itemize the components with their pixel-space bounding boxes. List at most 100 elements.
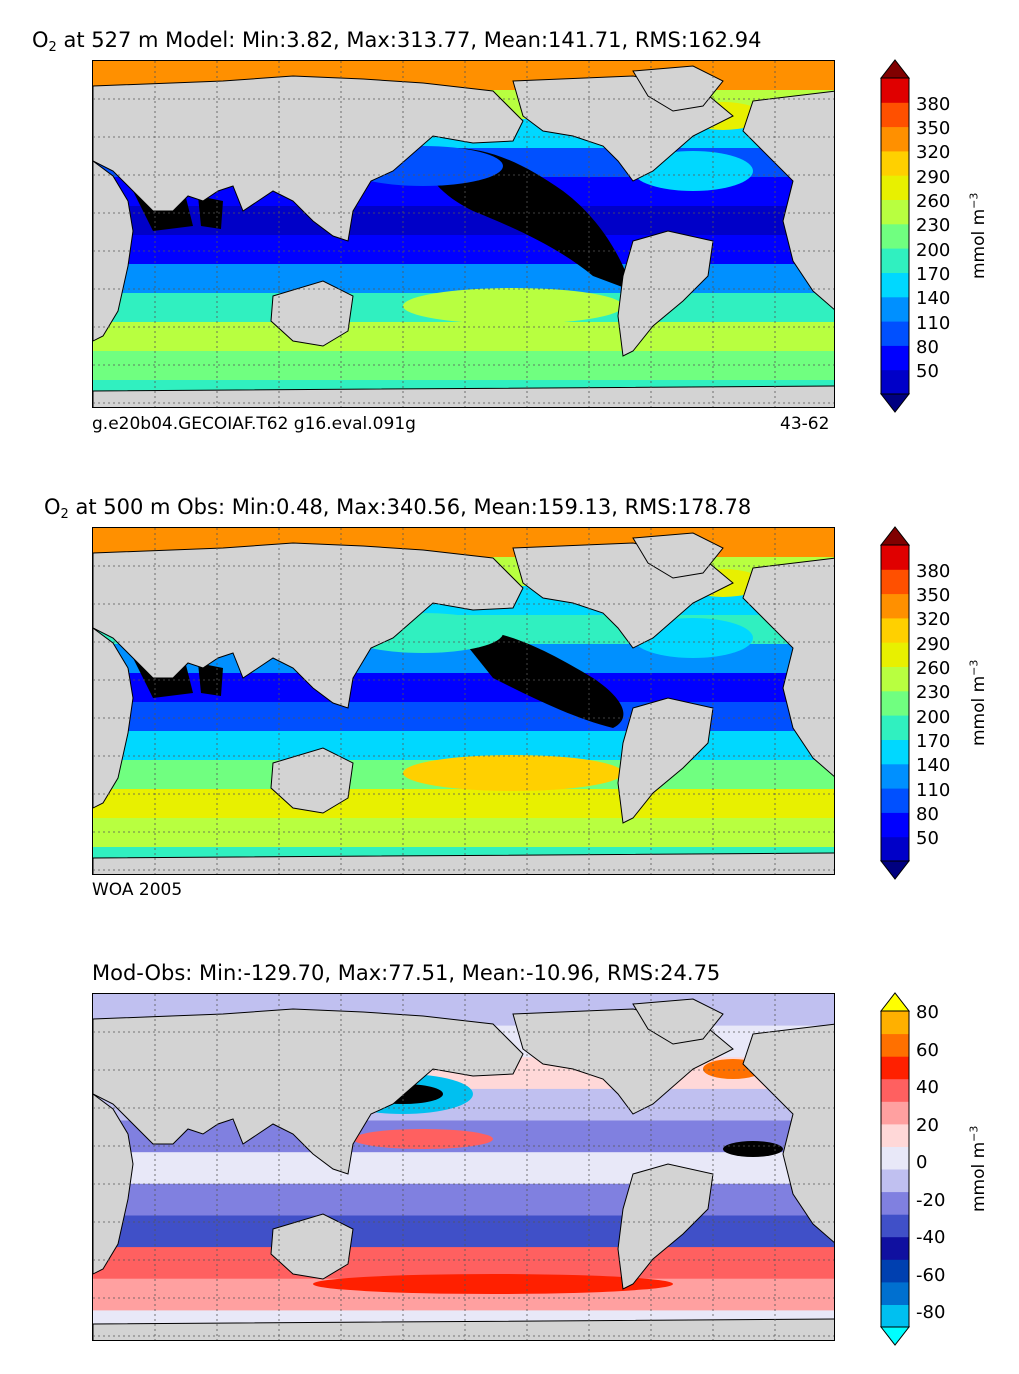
colorbar-swatch [881, 175, 909, 200]
colorbar-tick-label: 200 [916, 239, 951, 261]
colorbar-extend-min [879, 1326, 911, 1346]
colorbar-tick-label: 290 [916, 633, 951, 655]
colorbar-tick-label: 140 [916, 755, 951, 777]
landmass-antarctica [93, 385, 834, 407]
map-plot-area [93, 61, 834, 407]
colorbar-extend-min [879, 393, 911, 413]
colorbar-tick-label: 50 [916, 361, 939, 383]
ocean-band [93, 235, 834, 265]
colorbar-swatch [881, 1123, 909, 1147]
colorbar-swatch [881, 812, 909, 838]
landmass-australia [270, 280, 354, 347]
colorbar-tick-label: 50 [916, 828, 939, 850]
colorbar-swatch [881, 1146, 909, 1170]
landmass-greenland [632, 998, 724, 1045]
colorbar-swatch [881, 1259, 909, 1283]
title-text: at 527 m Model: Min:3.82, Max:313.77, Me… [56, 28, 762, 52]
colorbar-swatch [881, 78, 909, 103]
colorbar-unit-exp: −3 [967, 192, 981, 209]
oxygen-minimum-zone-pacific [423, 147, 633, 291]
colorbar-svg [879, 992, 911, 1346]
ocean-band [93, 789, 834, 819]
colorbar-obs [879, 526, 911, 880]
ocean-band [93, 731, 834, 761]
caption-left-obs: WOA 2005 [92, 880, 183, 900]
colorbar-swatch [881, 296, 909, 322]
landmass-eurasia [93, 1008, 524, 1175]
panel-title-diff: Mod-Obs: Min:-129.70, Max:77.51, Mean:-1… [92, 963, 720, 984]
title-text: at 500 m Obs: Min:0.48, Max:340.56, Mean… [68, 495, 752, 519]
equatorial-pacific-positive [353, 1129, 493, 1149]
colorbar-extend-min [879, 860, 911, 880]
colorbar-swatch [881, 1056, 909, 1080]
caption-left-model: g.e20b04.GECOIAF.T62 g16.eval.091g [92, 414, 416, 434]
colorbar-tick-label: -20 [916, 1189, 946, 1211]
colorbar-tick-label: 40 [916, 1077, 939, 1098]
colorbar-tick-label: 350 [916, 118, 951, 139]
colorbar-border [880, 1010, 910, 1328]
colorbar-swatch [881, 1191, 909, 1215]
colorbar-tick-label: 0 [916, 1152, 928, 1174]
colorbar-swatch [881, 593, 909, 619]
colorbar-swatch [881, 1033, 909, 1057]
colorbar-diff [879, 992, 911, 1346]
colorbar-tick-label: 80 [916, 1002, 939, 1023]
colorbar-tick-label: 260 [916, 658, 951, 679]
south-pacific-high [403, 288, 623, 324]
colorbar-extend-max [879, 992, 911, 1012]
landmass-greenland [632, 65, 724, 112]
ocean-band [93, 1152, 834, 1185]
map-model [92, 60, 835, 408]
colorbar-swatch [881, 569, 909, 595]
map-plot-area [93, 528, 834, 874]
ocean-band [93, 1215, 834, 1249]
colorbar-label-model: mmol m−3 [967, 193, 989, 279]
oxygen-minimum-zone-pacific [453, 628, 624, 728]
colorbar-tick-label: -60 [916, 1264, 946, 1286]
south-pacific-high [403, 755, 623, 791]
ocean-band [93, 264, 834, 294]
colorbar-tick-label: 80 [916, 803, 939, 825]
landmass-south-america [617, 230, 714, 357]
oxygen-minimum-zone-bay-of-bengal [198, 196, 223, 229]
colorbar-swatch [881, 739, 909, 765]
title-subscript: 2 [60, 507, 69, 522]
landmass-europe-africa-east [742, 1023, 834, 1243]
ocean-band [93, 322, 834, 352]
landmass-antarctica [93, 852, 834, 874]
colorbar-swatch [881, 126, 909, 152]
colorbar-swatch [881, 715, 909, 740]
ocean-band [93, 1183, 834, 1217]
colorbar-swatch [881, 1011, 909, 1035]
colorbar-tick-label: 380 [916, 560, 951, 582]
colorbar-swatch [881, 223, 909, 249]
colorbar-tick-label: 350 [916, 585, 951, 606]
colorbar-extend-max [879, 59, 911, 79]
map-plot-area [93, 994, 834, 1340]
colorbar-border [880, 77, 910, 395]
colorbar-swatch [881, 788, 909, 813]
map-diff [92, 993, 835, 1341]
colorbar-svg [879, 59, 911, 413]
map-obs [92, 527, 835, 875]
title-species: O [44, 495, 61, 519]
colorbar-tick-label: -80 [916, 1302, 946, 1324]
colorbar-swatch [881, 102, 909, 128]
southern-ocean-positive [313, 1274, 673, 1294]
colorbar-swatch [881, 1214, 909, 1238]
landmass-eurasia [93, 75, 524, 242]
landmass-antarctica [93, 1318, 834, 1340]
colorbar-swatch [881, 836, 909, 862]
colorbar-swatch [881, 150, 909, 176]
colorbar-svg [879, 526, 911, 880]
colorbar-tick-label: 170 [916, 730, 951, 752]
colorbar-tick-label: 260 [916, 191, 951, 212]
caption-right-model: 43-62 [780, 414, 830, 434]
colorbar-swatch [881, 1169, 909, 1193]
title-text: Mod-Obs: Min:-129.70, Max:77.51, Mean:-1… [92, 961, 721, 985]
colorbar-tick-label: 170 [916, 263, 951, 285]
colorbar-tick-label: 290 [916, 166, 951, 188]
landmass-europe-africa-east [742, 557, 834, 777]
colorbar-swatch [881, 1101, 909, 1125]
colorbar-unit-exp: −3 [967, 659, 981, 676]
